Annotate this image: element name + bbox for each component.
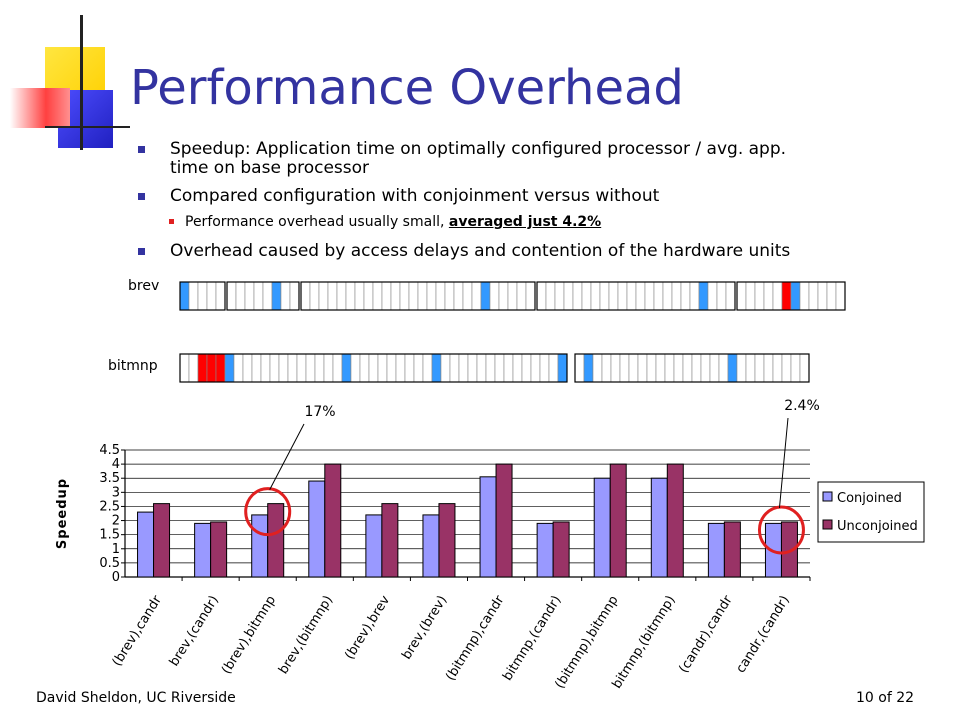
y-tick-label: 4.5	[99, 443, 120, 458]
timeline-group	[179, 353, 568, 383]
bar-unconjoined	[609, 463, 627, 578]
bar-conjoined	[479, 476, 497, 578]
page-title: Performance Overhead	[130, 60, 684, 116]
legend: Conjoined Unconjoined	[817, 481, 925, 543]
bar-unconjoined	[495, 463, 513, 578]
bar-unconjoined	[723, 521, 741, 578]
bar-unconjoined	[381, 503, 399, 578]
bullet-compared: Compared configuration with conjoinment …	[137, 186, 660, 206]
corner-decoration	[0, 0, 130, 160]
y-tick-label: 2	[112, 514, 120, 529]
annotation-label: 17%	[304, 404, 335, 420]
plot-area	[125, 450, 810, 577]
timeline-strips	[179, 281, 846, 383]
bar-unconjoined	[267, 503, 285, 578]
x-tick-label: (candr),candr	[676, 593, 736, 676]
timeline-group	[226, 281, 300, 311]
x-tick-label: (brev),brev	[342, 593, 393, 663]
bar-unconjoined	[780, 521, 798, 578]
horizontal-line	[45, 126, 130, 128]
x-tick-label: (brev),candr	[110, 593, 166, 670]
bar-conjoined	[308, 480, 326, 578]
vertical-line	[80, 15, 83, 150]
x-tick-label: bitmnp,(bitmnp)	[610, 593, 679, 691]
timeline-group	[574, 353, 810, 383]
timeline-group	[536, 281, 736, 311]
y-tick-label: 1.5	[99, 528, 120, 543]
timeline-label-brev: brev	[128, 278, 160, 294]
x-tick-label: (brev),bitmnp	[219, 593, 279, 677]
legend-swatch	[822, 519, 833, 530]
legend-box	[817, 481, 925, 543]
y-tick-label: 0	[112, 570, 120, 585]
annotation-callout	[778, 417, 789, 509]
bullet-overhead-cause-text: Overhead caused by access delays and con…	[170, 241, 791, 261]
y-tick-label: 2.5	[99, 499, 120, 514]
bar-unconjoined	[438, 503, 456, 578]
footer-page-number: 10 of 22	[856, 690, 915, 706]
bar-conjoined	[650, 477, 668, 578]
x-tick-label: brev,(brev)	[399, 593, 450, 662]
bar-conjoined	[251, 514, 269, 578]
timeline-label-bitmnp: bitmnp	[108, 358, 158, 374]
timeline-group	[736, 281, 846, 311]
annotation-callout	[269, 423, 305, 490]
sub-bullet-text: Performance overhead usually small,	[185, 214, 449, 230]
y-tick-label: 3	[112, 485, 120, 500]
timeline-group	[300, 281, 536, 311]
bullet-speedup-line-2: time on base processor	[170, 158, 370, 178]
y-tick-label: 3.5	[99, 471, 120, 486]
bar-conjoined	[593, 477, 611, 578]
annotation-circle	[757, 505, 805, 555]
bullet-compared-text: Compared configuration with conjoinment …	[170, 186, 660, 206]
y-tick-label: 1	[112, 542, 120, 557]
bullet-speedup-line-1: Speedup: Application time on optimally c…	[170, 139, 787, 159]
bar-unconjoined	[666, 463, 684, 578]
bar-conjoined	[707, 522, 725, 578]
legend-label: Conjoined	[837, 491, 902, 506]
bar-conjoined	[365, 514, 383, 578]
bullet-overhead-cause: Overhead caused by access delays and con…	[137, 241, 791, 261]
bar-unconjoined	[552, 521, 570, 578]
x-tick-label: bitmnp,(candr)	[500, 593, 564, 684]
x-tick-label: (bitmnp),candr	[443, 593, 508, 684]
bar-unconjoined	[210, 521, 228, 578]
annotation-label: 2.4%	[784, 398, 820, 414]
bar-conjoined	[137, 511, 155, 578]
timeline-group	[179, 281, 226, 311]
footer-author: David Sheldon, UC Riverside	[36, 690, 236, 706]
sub-bullet-overhead: Performance overhead usually small, aver…	[168, 214, 602, 230]
bar-unconjoined	[324, 463, 342, 578]
legend-swatch	[822, 491, 833, 502]
y-tick-label: 0.5	[99, 556, 120, 571]
bar-conjoined	[422, 514, 440, 578]
bar-conjoined	[536, 522, 554, 578]
y-tick-label: 4	[112, 457, 120, 472]
bar-conjoined	[194, 522, 212, 578]
x-tick-label: brev,(bitmnp)	[276, 593, 336, 677]
annotation-circle	[244, 487, 292, 537]
red-square	[10, 88, 70, 128]
x-tick-label: candr,(candr)	[733, 593, 792, 676]
bullet-speedup: Speedup: Application time on optimally c…	[137, 139, 787, 178]
sub-bullet-emphasis: averaged just 4.2%	[448, 214, 602, 230]
x-tick-label: (bitmnp),bitmnp	[552, 593, 621, 691]
legend-label: Unconjoined	[837, 519, 918, 534]
x-tick-label: brev,(candr)	[167, 593, 222, 669]
y-axis-label: Speedup	[55, 478, 70, 549]
bar-unconjoined	[153, 503, 171, 578]
